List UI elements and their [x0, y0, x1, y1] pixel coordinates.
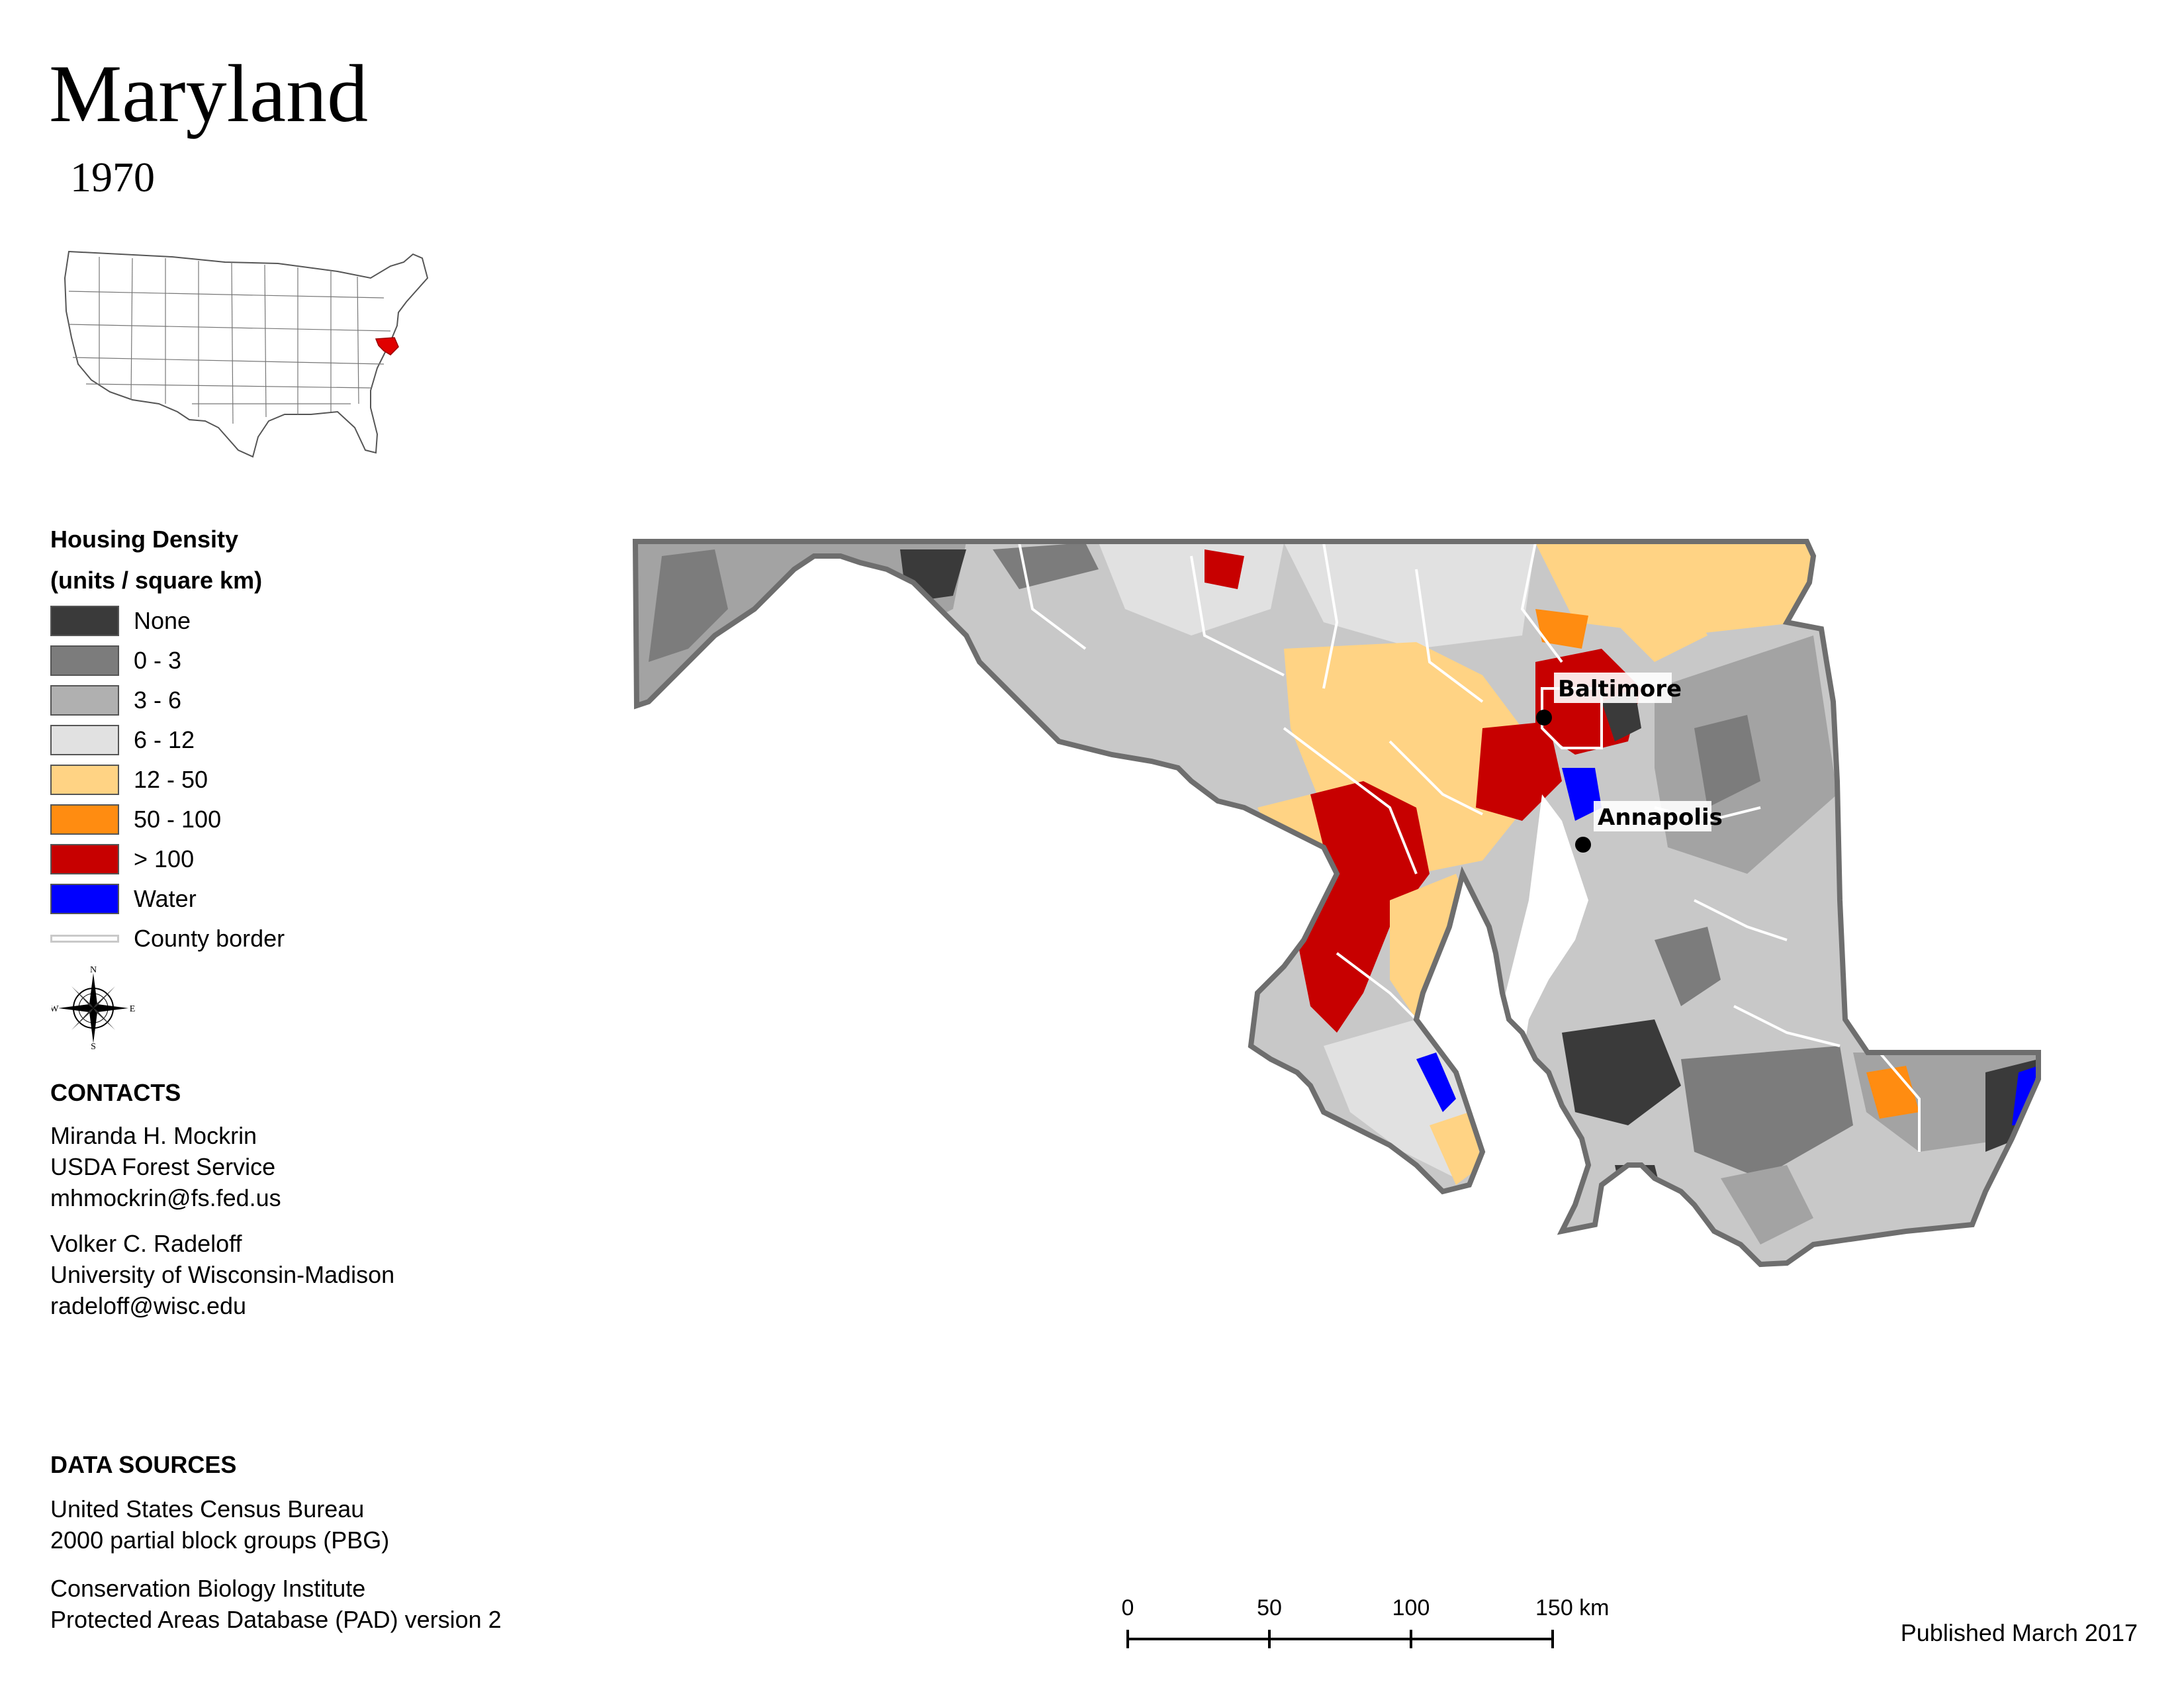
map-title: Maryland — [49, 48, 369, 139]
legend-units: (units / square km) — [50, 567, 263, 594]
source-line-3: Conservation Biology Institute — [50, 1575, 366, 1602]
scale-tick-0: 0 — [1122, 1595, 1134, 1620]
legend-label: > 100 — [134, 845, 195, 872]
maryland-density-map: Baltimore Annapolis — [622, 530, 2052, 1284]
legend-swatch — [50, 844, 119, 874]
city-label-annapolis: Annapolis — [1598, 804, 1723, 831]
scale-tick-50: 50 — [1257, 1595, 1282, 1620]
legend-label: 0 - 3 — [134, 647, 182, 674]
compass-rose-icon: N S W E — [52, 966, 135, 1050]
legend-item: 50 - 100 — [50, 800, 285, 839]
legend-swatch — [50, 725, 119, 755]
legend-item: 0 - 3 — [50, 641, 285, 680]
scale-bar: 0 50 100 150 km — [1122, 1595, 1610, 1648]
density-layer — [635, 541, 2038, 1264]
source-line-1: United States Census Bureau — [50, 1495, 365, 1523]
compass-e: E — [130, 1004, 135, 1014]
legend-item: > 100 — [50, 839, 285, 879]
us-outline — [64, 250, 429, 458]
legend-swatch — [50, 765, 119, 795]
city-annapolis: Annapolis — [1575, 801, 1723, 853]
compass-n: N — [90, 966, 97, 975]
contact2-name: Volker C. Radeloff — [50, 1230, 242, 1257]
scale-tick-100: 100 — [1392, 1595, 1430, 1620]
annapolis-marker — [1575, 837, 1591, 853]
legend-label: 12 - 50 — [134, 766, 208, 793]
legend-label-county-border: County border — [134, 925, 285, 952]
contacts-block: CONTACTS Miranda H. Mockrin USDA Forest … — [50, 1079, 394, 1321]
legend-label: 3 - 6 — [134, 686, 182, 714]
contact2-org: University of Wisconsin-Madison — [50, 1261, 395, 1288]
source-line-4: Protected Areas Database (PAD) version 2 — [50, 1606, 502, 1633]
data-sources-block: DATA SOURCES United States Census Bureau… — [50, 1451, 502, 1635]
legend: Housing Density (units / square km) None… — [50, 519, 285, 959]
legend-swatch — [50, 645, 119, 676]
us-locator-map — [64, 250, 429, 458]
legend-label: 50 - 100 — [134, 806, 222, 833]
city-baltimore: Baltimore — [1536, 673, 1682, 726]
contact1-org: USDA Forest Service — [50, 1153, 276, 1180]
map-year: 1970 — [70, 154, 155, 201]
legend-item: Water — [50, 879, 285, 919]
maryland-highlight — [375, 337, 399, 355]
data-sources-heading: DATA SOURCES — [50, 1451, 237, 1478]
county-borders — [1018, 542, 1921, 1152]
compass-w: W — [52, 1004, 59, 1014]
legend-swatch — [50, 884, 119, 914]
legend-swatch — [50, 685, 119, 716]
legend-title: Housing Density — [50, 526, 239, 553]
legend-label: 6 - 12 — [134, 726, 195, 753]
contacts-heading: CONTACTS — [50, 1079, 181, 1106]
legend-item: None — [50, 601, 285, 641]
published-date: Published March 2017 — [1900, 1619, 2138, 1646]
source-line-2: 2000 partial block groups (PBG) — [50, 1526, 390, 1554]
baltimore-marker — [1536, 710, 1552, 726]
contact1-name: Miranda H. Mockrin — [50, 1122, 257, 1149]
legend-item: 6 - 12 — [50, 720, 285, 760]
contact2-email[interactable]: radeloff@wisc.edu — [50, 1292, 247, 1319]
compass-s: S — [91, 1042, 96, 1050]
state-lines — [68, 257, 391, 424]
legend-label: None — [134, 607, 191, 634]
legend-label: Water — [134, 885, 197, 912]
chesapeake-bay — [1496, 794, 1588, 1192]
scale-tick-150: 150 km — [1535, 1595, 1610, 1620]
legend-item: 12 - 50 — [50, 760, 285, 800]
city-label-baltimore: Baltimore — [1558, 676, 1682, 702]
legend-item: 3 - 6 — [50, 680, 285, 720]
contact1-email[interactable]: mhmockrin@fs.fed.us — [50, 1184, 281, 1211]
legend-item-county-border: County border — [50, 919, 285, 959]
legend-items: None 0 - 3 3 - 6 6 - 12 12 - 50 50 - 100 > 100… — [50, 601, 285, 919]
county-border-swatch — [50, 935, 119, 943]
legend-swatch — [50, 804, 119, 835]
legend-swatch — [50, 606, 119, 636]
